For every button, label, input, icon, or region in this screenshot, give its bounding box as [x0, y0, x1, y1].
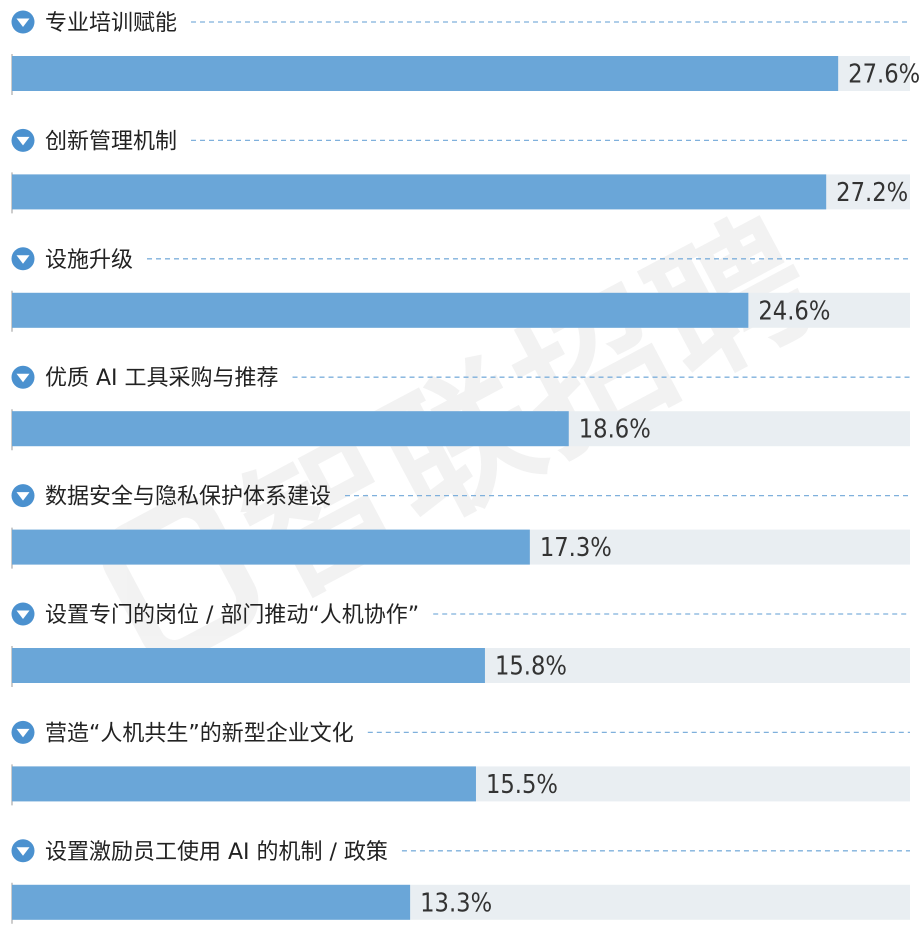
- category-label: 数据安全与隐私保护体系建设: [45, 485, 331, 510]
- chevron-down-icon: [16, 18, 30, 27]
- category-label: 设置激励员工使用 AI 的机制 / 政策: [45, 840, 388, 865]
- category-label: 营造“人机共生”的新型企业文化: [45, 721, 354, 746]
- bar: [12, 292, 749, 328]
- bar: [12, 884, 411, 920]
- bar-value-label: 17.3%: [540, 533, 612, 563]
- bar-value-label: 15.8%: [495, 652, 567, 682]
- chevron-down-icon: [16, 373, 30, 383]
- chevron-down-icon: [16, 136, 30, 146]
- bar: [12, 56, 839, 91]
- category-label: 优质 AI 工具采购与推荐: [45, 366, 279, 391]
- bar-value-label: 15.5%: [486, 770, 558, 800]
- bar-value-label: 24.6%: [758, 296, 830, 326]
- bar: [12, 529, 530, 565]
- bar: [12, 766, 476, 802]
- bar: [12, 174, 827, 210]
- chevron-down-icon: [16, 255, 30, 264]
- bar-value-label: 13.3%: [420, 888, 492, 918]
- chevron-down-icon: [16, 728, 30, 738]
- bar-value-label: 27.6%: [848, 60, 920, 90]
- category-label: 专业培训赋能: [45, 11, 177, 36]
- category-label: 创新管理机制: [45, 129, 177, 154]
- chevron-down-icon: [16, 610, 30, 619]
- category-label: 设置专门的岗位 / 部门推动“人机协作”: [45, 603, 419, 628]
- bar-value-label: 18.6%: [579, 415, 651, 445]
- bar-value-label: 27.2%: [836, 178, 908, 208]
- category-label: 设施升级: [45, 248, 133, 273]
- bar: [12, 411, 569, 447]
- chevron-down-icon: [16, 492, 30, 501]
- bar: [12, 648, 485, 683]
- chevron-down-icon: [16, 847, 30, 856]
